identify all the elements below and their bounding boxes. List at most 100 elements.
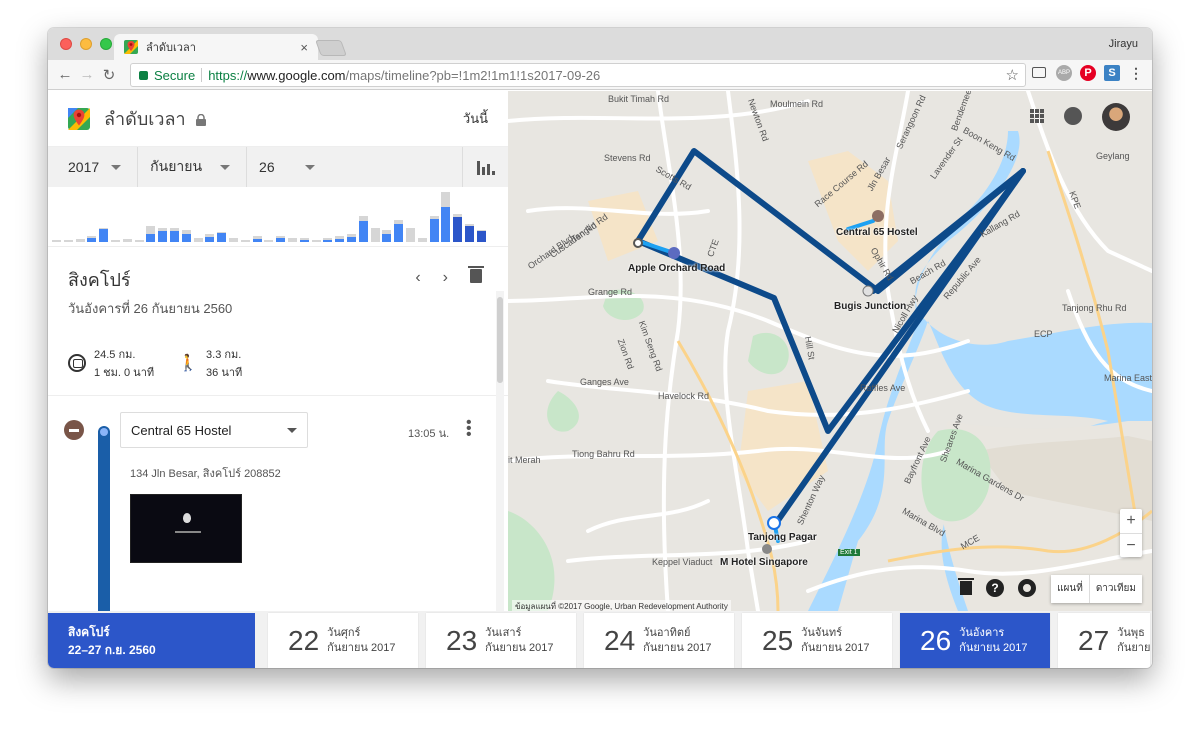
poi-label-tanjong[interactable]: Tanjong Pagar	[748, 532, 817, 543]
zoom-in-button[interactable]: +	[1126, 512, 1136, 529]
notifications-icon[interactable]	[1064, 107, 1082, 125]
poi-label-orchard[interactable]: Apple Orchard Road	[628, 263, 726, 274]
histogram-bar-blue	[429, 219, 439, 242]
date-picker-bar: 2017 กันยายน 26	[48, 147, 508, 187]
zoom-out-button[interactable]: −	[1120, 533, 1142, 557]
commercial-area	[808, 151, 898, 271]
date-strip: สิงคโปร์ 22–27 ก.ย. 2560 22 วันศุกร์ กันย…	[48, 611, 1152, 668]
map-canvas[interactable]: Bukit Timah Rd Newton Rd Moulmein Rd Ser…	[508, 91, 1152, 611]
day-card-23[interactable]: 23 วันเสาร์ กันยายน 2017	[426, 613, 576, 668]
day-card-24[interactable]: 24 วันอาทิตย์กันยายน 2017	[584, 613, 734, 668]
active-tab[interactable]: ลำดับเวลา ×	[114, 34, 318, 60]
close-tab-icon[interactable]: ×	[300, 39, 308, 55]
hostel-marker	[872, 210, 884, 222]
trip-card[interactable]: สิงคโปร์ 22–27 ก.ย. 2560	[48, 613, 255, 668]
reload-icon[interactable]: ↻	[102, 66, 116, 84]
scrollbar-thumb[interactable]	[497, 297, 503, 383]
road-label: Tanjong Rhu Rd	[1062, 303, 1127, 313]
forward-icon[interactable]: →	[79, 66, 95, 83]
visit-place-select[interactable]: Central 65 Hostel	[120, 412, 308, 448]
day-number: 24	[604, 624, 636, 656]
year-value: 2017	[68, 159, 100, 175]
histogram-bar-grey	[311, 240, 321, 242]
road-label: Ganges Ave	[580, 377, 629, 387]
google-maps-icon	[124, 40, 138, 54]
bookmark-star-icon[interactable]: ☆	[1005, 67, 1019, 84]
expressway	[1046, 150, 1140, 532]
day-label: วันจันทร์ กันยายน 2017	[801, 626, 869, 656]
histogram-bar-grey	[465, 224, 474, 226]
chevron-down-icon	[304, 164, 315, 170]
maximize-window-button[interactable]	[100, 38, 112, 50]
poi-label-bugis[interactable]: Bugis Junction	[834, 301, 907, 312]
day-card-25[interactable]: 25 วันจันทร์ กันยายน 2017	[742, 613, 892, 668]
day-select[interactable]: 26	[259, 147, 331, 187]
delete-icon[interactable]	[958, 578, 974, 595]
pinterest-icon[interactable]: P	[1080, 65, 1096, 81]
histogram-bar-blue	[87, 238, 97, 242]
transit-icon	[68, 354, 86, 372]
month-select[interactable]: กันยายน	[150, 147, 248, 187]
more-options-icon[interactable]: • • •	[466, 414, 472, 443]
road	[508, 446, 950, 463]
transit-stats: 24.5 กม. 1 ชม. 0 นาที	[94, 345, 154, 381]
new-tab-button[interactable]	[315, 40, 347, 56]
day-number: 27	[1078, 624, 1110, 656]
day-card-27[interactable]: 27 วันพุธกันยายน	[1058, 613, 1150, 668]
year-select[interactable]: 2017	[68, 147, 139, 187]
histogram-bar-grey	[99, 228, 109, 229]
help-icon[interactable]: ?	[986, 579, 1004, 597]
day-weekday: วันเสาร์	[485, 626, 522, 639]
day-card-22[interactable]: 22 วันศุกร์ กันยายน 2017	[268, 613, 418, 668]
minimize-window-button[interactable]	[80, 38, 92, 50]
tab-strip: ลำดับเวลา × Jirayu	[48, 28, 1152, 60]
back-icon[interactable]: ←	[57, 66, 73, 83]
day-monthyear: กันยายน 2017	[327, 641, 396, 654]
adblock-icon[interactable]: ABP	[1056, 65, 1072, 81]
stats-chart-icon[interactable]	[462, 147, 508, 187]
expressway	[676, 340, 780, 611]
road-label: ECP	[1034, 329, 1053, 339]
visit-photo[interactable]	[130, 494, 242, 563]
tab-title: ลำดับเวลา	[146, 42, 196, 54]
histogram-bar-blue	[441, 207, 451, 242]
chrome-menu-icon[interactable]: ⋮	[1129, 65, 1143, 81]
address-bar[interactable]: Secure https:// www.google.com /maps/tim…	[130, 63, 1026, 87]
shopping-marker	[668, 247, 680, 259]
day-card-26[interactable]: 26 วันอังคาร กันยายน 2017	[900, 613, 1050, 668]
road	[723, 91, 760, 611]
day-monthyear: กันยายน 2017	[643, 641, 712, 654]
histogram-bar-grey	[382, 230, 392, 234]
panel-title: ลำดับเวลา	[104, 109, 186, 129]
zoom-control: + −	[1120, 509, 1142, 557]
close-window-button[interactable]	[60, 38, 72, 50]
tanjong-marker	[767, 516, 781, 530]
map-tools: ?	[958, 578, 1036, 597]
activity-histogram[interactable]	[48, 187, 508, 247]
histogram-bar-blue	[323, 240, 333, 242]
cast-icon[interactable]	[1032, 67, 1046, 78]
chevron-left-icon[interactable]: ‹	[415, 269, 421, 286]
day-weekday: วันอาทิตย์	[643, 626, 691, 639]
marina-east	[978, 436, 1152, 521]
apps-grid-icon[interactable]	[1030, 109, 1044, 123]
road-label: Stevens Rd	[604, 153, 651, 163]
road	[883, 91, 930, 433]
histogram-bar-grey	[429, 216, 439, 219]
map-type-map-button[interactable]: แผนที่	[1051, 575, 1090, 603]
chevron-right-icon[interactable]: ›	[442, 269, 448, 286]
gear-icon[interactable]	[1018, 579, 1036, 597]
histogram-bar-grey	[87, 236, 97, 238]
poi-label-hostel[interactable]: Central 65 Hostel	[836, 227, 918, 238]
profile-name[interactable]: Jirayu	[1108, 38, 1138, 50]
avatar[interactable]	[1102, 103, 1130, 131]
poi-label-mhotel[interactable]: M Hotel Singapore	[720, 557, 808, 568]
histogram-bar-grey	[111, 240, 120, 242]
delete-day-icon[interactable]	[468, 266, 484, 283]
day-weekday: วันศุกร์	[327, 626, 361, 639]
panel-scrollbar[interactable]	[496, 291, 504, 611]
today-link[interactable]: วันนี้	[462, 111, 488, 126]
map-type-satellite-button[interactable]: ดาวเทียม	[1095, 583, 1136, 594]
road-label: Marina East	[1104, 373, 1152, 383]
save-extension-icon[interactable]: S	[1104, 65, 1120, 81]
